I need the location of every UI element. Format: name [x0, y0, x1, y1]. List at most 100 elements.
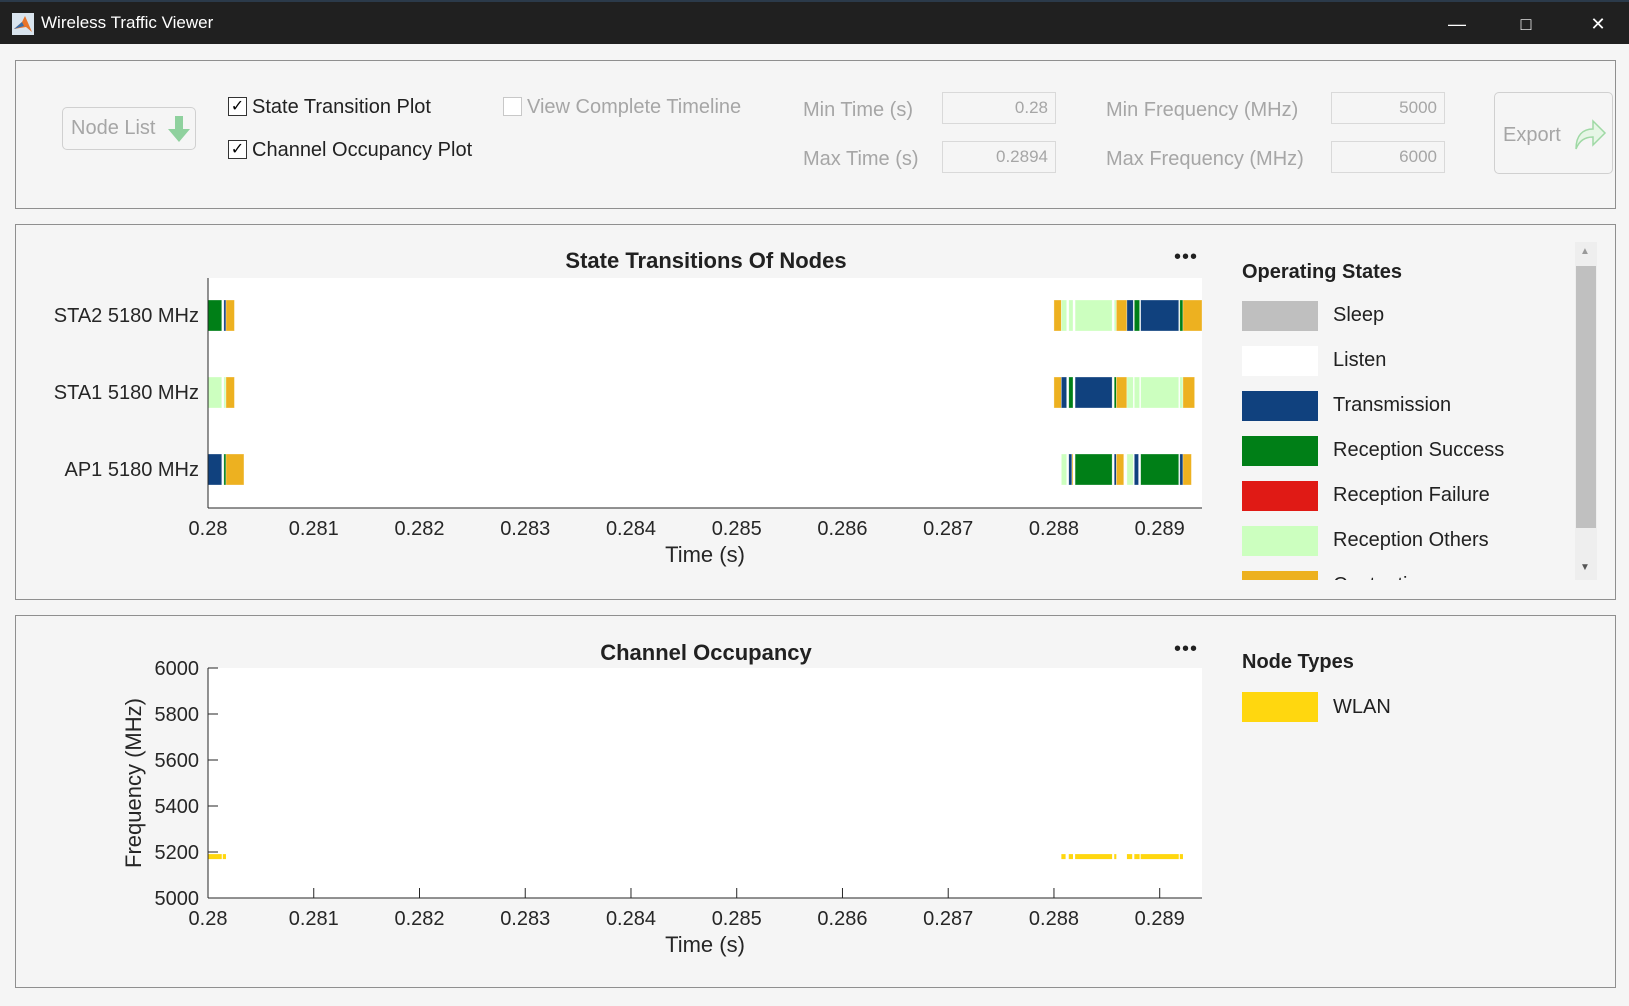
state-segment — [1113, 453, 1117, 486]
state-segment — [207, 299, 223, 332]
x-tick-label: 0.28 — [189, 908, 228, 930]
state-segment — [225, 376, 235, 409]
y-axis-label: Frequency (MHz) — [121, 698, 146, 868]
legend-label: Transmission — [1333, 394, 1452, 416]
x-tick-label: 0.281 — [289, 518, 339, 540]
state-segment — [1074, 376, 1113, 409]
scroll-down-icon[interactable]: ▼ — [1580, 562, 1590, 573]
channel-occupancy-checkbox[interactable]: ✓ — [228, 140, 247, 159]
more-options-icon[interactable]: ••• — [1174, 246, 1199, 268]
legend-label: Reception Success — [1333, 439, 1505, 461]
legend-swatch — [1242, 571, 1318, 580]
x-tick-label: 0.284 — [606, 518, 656, 540]
max-frequency-input[interactable] — [1331, 141, 1445, 173]
state-segment — [1134, 376, 1140, 409]
state-segment — [1071, 453, 1074, 486]
y-tick-label: 6000 — [155, 658, 200, 680]
x-tick-label: 0.288 — [1029, 908, 1079, 930]
window-title: Wireless Traffic Viewer — [41, 13, 214, 32]
legend-scrollbar[interactable]: ▲ ▼ — [1575, 242, 1597, 580]
state-segment — [1179, 299, 1184, 332]
controls-panel — [15, 60, 1616, 209]
arrow-down-icon — [168, 116, 190, 142]
x-tick-label: 0.286 — [817, 518, 867, 540]
legend-label: Contention — [1333, 574, 1430, 580]
legend-swatch — [1242, 391, 1318, 421]
x-axis-label: Time (s) — [665, 932, 745, 957]
occupancy-segment — [1075, 854, 1113, 860]
legend-swatch — [1242, 436, 1318, 466]
min-time-input[interactable] — [942, 92, 1056, 124]
min-frequency-input[interactable] — [1331, 92, 1445, 124]
legend-swatch — [1242, 346, 1318, 376]
max-time-input[interactable] — [942, 141, 1056, 173]
state-segment — [1061, 453, 1067, 486]
state-segment — [1140, 376, 1180, 409]
x-tick-label: 0.289 — [1135, 518, 1185, 540]
y-tick-label: 5800 — [155, 704, 200, 726]
state-segment — [1179, 376, 1184, 409]
state-segment — [1126, 453, 1134, 486]
operating-states-legend: Operating States Sleep Listen Transmission… — [1232, 240, 1568, 580]
export-label: Export — [1503, 124, 1561, 146]
close-icon: ✕ — [1590, 14, 1606, 34]
export-arrow-icon — [1575, 119, 1607, 150]
minimize-icon: — — [1448, 14, 1466, 34]
occupancy-segment — [1179, 854, 1183, 860]
node-list-label: Node List — [71, 117, 156, 139]
occupancy-segment — [1134, 854, 1140, 860]
legend-label: Reception Others — [1333, 529, 1489, 551]
view-complete-timeline-label: View Complete Timeline — [527, 96, 742, 118]
close-button[interactable]: ✕ — [1578, 10, 1618, 38]
plot-area — [208, 278, 1202, 508]
channel-occupancy-chart: 0.28 0.281 0.282 0.283 0.284 0.285 0.286 0.287 0… — [121, 658, 1202, 957]
occupancy-segment — [1114, 854, 1117, 860]
legend-label: Listen — [1333, 349, 1387, 371]
y-tick-label: 5400 — [155, 796, 200, 818]
x-tick-label: 0.289 — [1135, 908, 1185, 930]
x-tick-label: 0.28 — [189, 518, 228, 540]
occupancy-segment — [1126, 854, 1133, 860]
min-frequency-label: Min Frequency (MHz) — [1106, 99, 1299, 121]
state-segment — [225, 299, 235, 332]
state-transition-checkbox[interactable]: ✓ — [228, 97, 247, 116]
state-segment — [1068, 453, 1073, 486]
node-list-button[interactable]: Node List — [62, 107, 196, 150]
state-segment — [1116, 299, 1128, 332]
y-tick-label: 5000 — [155, 888, 200, 910]
x-tick-label: 0.287 — [923, 518, 973, 540]
state-segment — [1116, 453, 1125, 486]
state-segment — [1061, 299, 1067, 332]
state-segment — [1182, 453, 1192, 486]
view-complete-timeline-checkbox[interactable] — [503, 97, 522, 116]
more-options-icon[interactable]: ••• — [1174, 638, 1199, 660]
maximize-button[interactable]: □ — [1506, 10, 1546, 38]
row-label: STA2 5180 MHz — [54, 305, 199, 327]
minimize-button[interactable]: — — [1437, 10, 1477, 38]
node-types-legend-title: Node Types — [1242, 651, 1354, 673]
state-transition-chart: STA2 5180 MHz STA1 5180 MHz AP1 5180 MHz 0.… — [54, 278, 1203, 567]
occupancy-segment — [208, 854, 222, 860]
x-tick-label: 0.284 — [606, 908, 656, 930]
state-segment — [1061, 376, 1067, 409]
x-axis-label: Time (s) — [665, 542, 745, 567]
state-segment — [223, 453, 227, 486]
legend-label: Sleep — [1333, 304, 1385, 326]
state-segment — [1113, 376, 1117, 409]
x-tick-label: 0.288 — [1029, 518, 1079, 540]
state-segment — [225, 453, 245, 486]
state-segment — [1068, 299, 1074, 332]
state-transition-label: State Transition Plot — [252, 96, 431, 118]
export-button[interactable]: Export — [1494, 92, 1613, 174]
occupancy-segment — [222, 854, 226, 860]
max-time-label: Max Time (s) — [803, 148, 919, 170]
scrollbar-thumb[interactable] — [1576, 266, 1596, 528]
state-segment — [1068, 376, 1074, 409]
scroll-up-icon[interactable]: ▲ — [1580, 246, 1590, 257]
state-segment — [1116, 376, 1128, 409]
occupancy-segment — [1140, 854, 1179, 860]
state-segment — [207, 453, 223, 486]
legend-swatch — [1242, 301, 1318, 331]
state-segment — [1182, 376, 1195, 409]
legend-swatch — [1242, 481, 1318, 511]
